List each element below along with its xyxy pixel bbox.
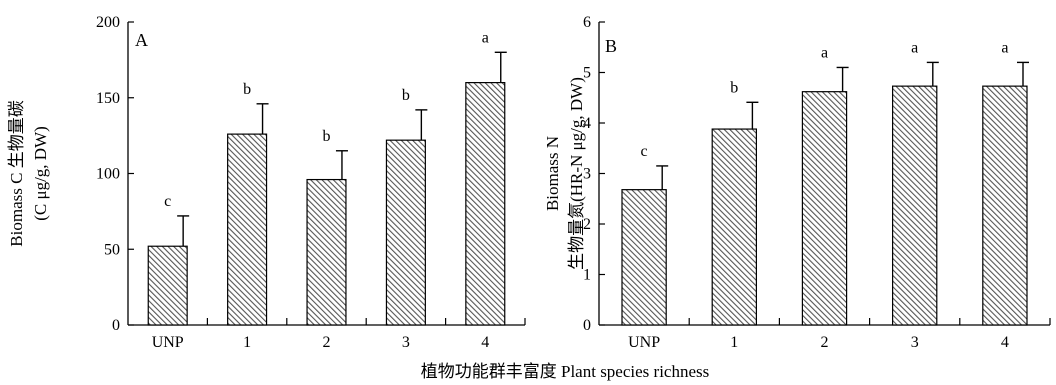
bar	[801, 91, 848, 326]
x-tick-label: 4	[1001, 334, 1009, 351]
y-tick-label: 50	[104, 241, 120, 258]
y-axis-label: Biomass N	[543, 136, 562, 211]
x-tick-label: 2	[323, 334, 331, 351]
panel-letter: B	[605, 36, 617, 56]
panel-a: 0 50 100 150 200 c UNP b 1 b 2 b 3 a 4 A Biomass C 生物量碳 (…	[7, 14, 526, 351]
x-tick-label: 1	[243, 334, 251, 351]
bar	[982, 85, 1028, 326]
significance-letter: a	[911, 39, 918, 56]
significance-letter: a	[482, 29, 489, 46]
y-tick-label: 6	[583, 14, 591, 31]
significance-letter: b	[402, 87, 410, 104]
x-tick-label: 3	[911, 334, 919, 351]
y-tick-label: 3	[583, 166, 591, 183]
y-tick-label: 4	[583, 115, 591, 132]
y-tick-label: 2	[583, 216, 591, 233]
bar	[147, 245, 188, 326]
bar	[465, 81, 506, 326]
bar	[621, 189, 667, 326]
panel-b: 0 1 2 3 4 5 6 c UNP b 1 a 2 a 3 a 4 B Biomass N 生物量氮(HR-N μ…	[543, 14, 1051, 351]
significance-letter: a	[821, 44, 828, 61]
significance-letter: c	[164, 193, 171, 210]
x-tick-label: UNP	[152, 334, 184, 351]
y-tick-label: 0	[112, 317, 120, 334]
bar	[227, 133, 268, 326]
significance-letter: b	[730, 79, 738, 96]
y-axis-label: 生物量氮(HR-N μg/g, DW)	[567, 77, 586, 270]
shared-x-axis-label: 植物功能群丰富度 Plant species richness	[421, 362, 710, 381]
y-tick-label: 200	[96, 14, 120, 31]
bar	[385, 139, 426, 326]
bar	[306, 178, 347, 326]
significance-letter: a	[1001, 39, 1008, 56]
panel-letter: A	[135, 30, 148, 50]
y-tick-label: 1	[583, 267, 591, 284]
significance-letter: b	[323, 128, 331, 145]
bar	[711, 128, 757, 326]
x-tick-label: 2	[821, 334, 829, 351]
x-tick-label: 4	[481, 334, 489, 351]
x-tick-label: 3	[402, 334, 410, 351]
y-axis-label: (C μg/g, DW)	[31, 126, 50, 221]
significance-letter: c	[641, 143, 648, 160]
y-tick-label: 0	[583, 317, 591, 334]
y-tick-label: 150	[96, 90, 120, 107]
y-tick-label: 100	[96, 166, 120, 183]
significance-letter: b	[243, 81, 251, 98]
x-tick-label: UNP	[628, 334, 660, 351]
y-axis-label: Biomass C 生物量碳	[7, 100, 26, 246]
bar	[892, 85, 938, 326]
y-tick-label: 5	[583, 65, 591, 82]
x-tick-label: 1	[730, 334, 738, 351]
